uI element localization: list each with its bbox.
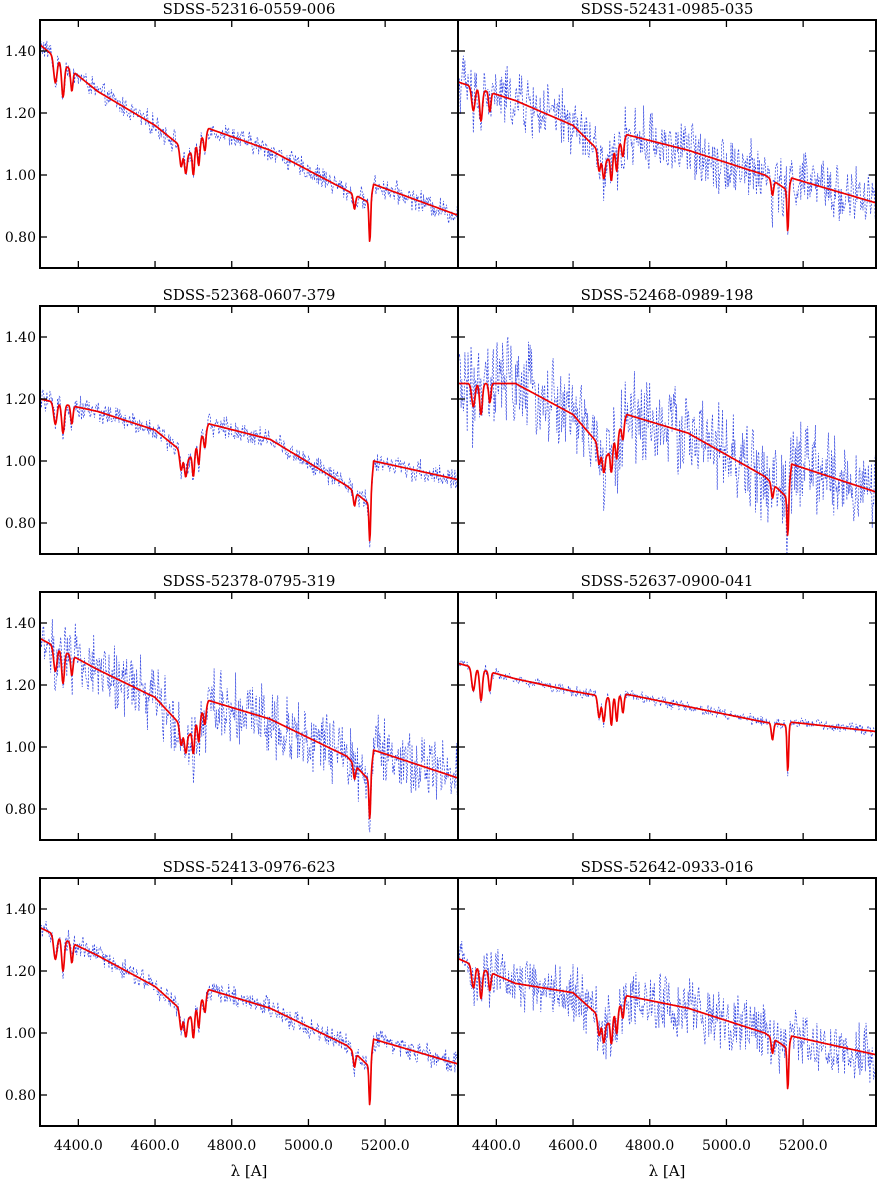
y-tick-label: 1.20 — [5, 392, 36, 408]
x-tick-label: 4400.0 — [54, 1138, 103, 1154]
model-spectrum-line — [40, 44, 458, 243]
model-spectrum-line — [40, 926, 458, 1106]
x-tick-label: 4400.0 — [472, 1138, 521, 1154]
observed-spectrum-line — [458, 659, 876, 777]
x-tick-label: 5000.0 — [702, 1138, 751, 1154]
y-tick-label: 1.40 — [5, 902, 36, 918]
y-tick-label: 1.20 — [5, 106, 36, 122]
x-tick-label: 4800.0 — [207, 1138, 256, 1154]
panel-title: SDSS-52637-0900-041 — [581, 572, 754, 590]
panel-title: SDSS-52413-0976-623 — [163, 858, 336, 876]
plot-area — [458, 929, 876, 1090]
model-spectrum-line — [40, 637, 458, 820]
model-spectrum-line — [458, 957, 876, 1090]
model-spectrum-line — [40, 398, 458, 542]
y-tick-label: 1.20 — [5, 964, 36, 980]
x-tick-label: 4600.0 — [131, 1138, 180, 1154]
spectrum-panel-1: SDSS-52316-0559-006 0.80 1.00 1.20 1.40 — [5, 0, 459, 269]
observed-spectrum-line — [40, 915, 458, 1101]
observed-spectrum-line — [458, 929, 876, 1090]
plot-area — [458, 336, 876, 554]
y-tick-label: 0.80 — [5, 1088, 36, 1104]
model-spectrum-line — [458, 382, 876, 537]
panel-frame — [39, 19, 459, 269]
x-axis-labels: λ [A] λ [A] — [231, 1162, 686, 1180]
plot-area — [458, 55, 876, 235]
y-tick-label: 1.00 — [5, 740, 36, 756]
y-tick-label: 1.40 — [5, 44, 36, 60]
model-spectrum-line — [458, 662, 876, 772]
x-axis-label-left: λ [A] — [231, 1162, 268, 1180]
observed-spectrum-line — [40, 619, 458, 833]
panel-title: SDSS-52431-0985-035 — [581, 0, 754, 18]
plot-area — [40, 619, 458, 833]
plot-area — [40, 388, 458, 548]
x-tick-label: 5000.0 — [284, 1138, 333, 1154]
panel-frame — [457, 877, 877, 1127]
spectrum-panel-4: SDSS-52468-0989-198 — [457, 286, 877, 555]
x-tick-label: 5200.0 — [779, 1138, 828, 1154]
y-tick-label: 1.00 — [5, 1026, 36, 1042]
panel-title: SDSS-52642-0933-016 — [581, 858, 754, 876]
spectrum-panel-3: SDSS-52368-0607-379 0.80 1.00 1.20 1.40 — [5, 286, 459, 555]
plot-area — [40, 40, 458, 243]
y-tick-label: 0.80 — [5, 802, 36, 818]
panel-frame — [457, 591, 877, 841]
y-tick-label: 0.80 — [5, 230, 36, 246]
panel-frame — [457, 19, 877, 269]
x-tick-label: 4600.0 — [549, 1138, 598, 1154]
spectrum-panel-6: SDSS-52637-0900-041 — [457, 572, 877, 841]
y-tick-label: 0.80 — [5, 516, 36, 532]
x-tick-label: 5200.0 — [361, 1138, 410, 1154]
y-tick-label: 1.20 — [5, 678, 36, 694]
plot-area — [458, 659, 876, 777]
spectrum-panel-8: SDSS-52642-0933-016 4400.0 4600.0 4800.0 500… — [457, 858, 877, 1154]
panel-frame — [457, 305, 877, 555]
x-tick-label: 4800.0 — [625, 1138, 674, 1154]
plot-area — [40, 915, 458, 1106]
observed-spectrum-line — [40, 388, 458, 548]
y-tick-label: 1.00 — [5, 168, 36, 184]
spectrum-panel-5: SDSS-52378-0795-319 0.80 1.00 1.20 1.40 — [5, 572, 459, 841]
panel-grid: SDSS-52316-0559-0060.801.001.201.40SDSS-… — [5, 0, 877, 1154]
observed-spectrum-line — [458, 336, 876, 554]
x-axis-label-right: λ [A] — [649, 1162, 686, 1180]
panel-frame — [39, 591, 459, 841]
panel-frame — [39, 305, 459, 555]
panel-title: SDSS-52378-0795-319 — [163, 572, 336, 590]
panel-title: SDSS-52368-0607-379 — [163, 286, 336, 304]
y-tick-label: 1.00 — [5, 454, 36, 470]
spectrum-panel-2: SDSS-52431-0985-035 — [457, 0, 877, 269]
spectrum-panel-7: SDSS-52413-0976-623 4400.0 4600.0 4800.0 500… — [5, 858, 459, 1154]
observed-spectrum-line — [40, 40, 458, 234]
model-spectrum-line — [458, 81, 876, 232]
panel-title: SDSS-52468-0989-198 — [581, 286, 754, 304]
panel-title: SDSS-52316-0559-006 — [163, 0, 336, 18]
y-tick-label: 1.40 — [5, 616, 36, 632]
y-tick-label: 1.40 — [5, 330, 36, 346]
